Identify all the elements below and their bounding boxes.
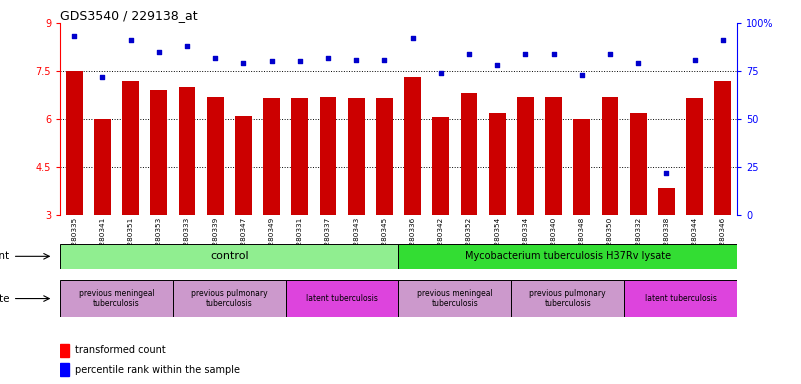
Point: [660, 170, 673, 176]
Bar: [574, 119, 590, 215]
Point: [519, 51, 532, 57]
Bar: [461, 93, 477, 215]
Bar: [151, 90, 167, 215]
Text: percentile rank within the sample: percentile rank within the sample: [75, 364, 240, 375]
Point: [575, 72, 588, 78]
Point: [124, 37, 137, 43]
Bar: [602, 97, 618, 215]
Point: [237, 60, 250, 66]
Bar: [235, 116, 252, 215]
Text: latent tuberculosis: latent tuberculosis: [306, 294, 378, 303]
Bar: [714, 81, 731, 215]
Bar: [405, 78, 421, 215]
Bar: [398, 244, 737, 269]
Point: [434, 70, 447, 76]
Bar: [320, 97, 336, 215]
Bar: [207, 97, 223, 215]
Point: [378, 56, 391, 63]
Point: [96, 74, 109, 80]
Point: [209, 55, 222, 61]
Point: [350, 56, 363, 63]
Text: disease state: disease state: [0, 293, 10, 304]
Bar: [511, 280, 624, 317]
Bar: [60, 363, 69, 376]
Bar: [517, 97, 533, 215]
Bar: [292, 98, 308, 215]
Bar: [686, 98, 703, 215]
Bar: [60, 344, 69, 357]
Point: [321, 55, 334, 61]
Bar: [658, 188, 675, 215]
Text: Mycobacterium tuberculosis H37Rv lysate: Mycobacterium tuberculosis H37Rv lysate: [465, 251, 670, 262]
Point: [180, 43, 193, 49]
Text: previous meningeal
tuberculosis: previous meningeal tuberculosis: [78, 289, 155, 308]
Text: previous pulmonary
tuberculosis: previous pulmonary tuberculosis: [191, 289, 268, 308]
Bar: [179, 87, 195, 215]
Bar: [545, 97, 562, 215]
Bar: [376, 98, 392, 215]
Bar: [286, 280, 398, 317]
Point: [716, 37, 729, 43]
Point: [265, 58, 278, 65]
Text: transformed count: transformed count: [75, 345, 166, 356]
Bar: [66, 71, 83, 215]
Point: [293, 58, 306, 65]
Bar: [263, 98, 280, 215]
Point: [688, 56, 701, 63]
Point: [406, 35, 419, 41]
Text: latent tuberculosis: latent tuberculosis: [645, 294, 716, 303]
Bar: [173, 280, 286, 317]
Bar: [624, 280, 737, 317]
Text: GDS3540 / 229138_at: GDS3540 / 229138_at: [60, 9, 198, 22]
Text: previous meningeal
tuberculosis: previous meningeal tuberculosis: [417, 289, 493, 308]
Text: previous pulmonary
tuberculosis: previous pulmonary tuberculosis: [529, 289, 606, 308]
Point: [68, 33, 81, 40]
Bar: [94, 119, 111, 215]
Bar: [398, 280, 511, 317]
Point: [491, 62, 504, 68]
Bar: [489, 113, 505, 215]
Bar: [60, 244, 398, 269]
Bar: [630, 113, 646, 215]
Text: agent: agent: [0, 251, 10, 262]
Bar: [122, 81, 139, 215]
Point: [547, 51, 560, 57]
Bar: [348, 98, 364, 215]
Point: [632, 60, 645, 66]
Bar: [60, 280, 173, 317]
Point: [152, 49, 165, 55]
Point: [604, 51, 617, 57]
Bar: [433, 118, 449, 215]
Text: control: control: [210, 251, 248, 262]
Point: [463, 51, 476, 57]
